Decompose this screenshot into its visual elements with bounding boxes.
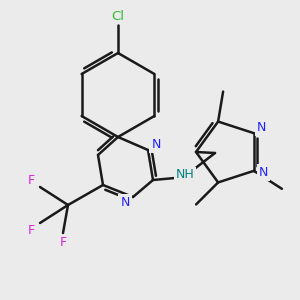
Text: N: N	[151, 139, 161, 152]
Text: F: F	[59, 236, 67, 250]
Text: F: F	[27, 224, 34, 236]
Text: F: F	[27, 173, 34, 187]
Text: N: N	[257, 121, 267, 134]
Text: Cl: Cl	[112, 10, 124, 22]
Text: N: N	[259, 166, 268, 179]
Text: N: N	[120, 196, 130, 208]
Text: NH: NH	[176, 169, 194, 182]
